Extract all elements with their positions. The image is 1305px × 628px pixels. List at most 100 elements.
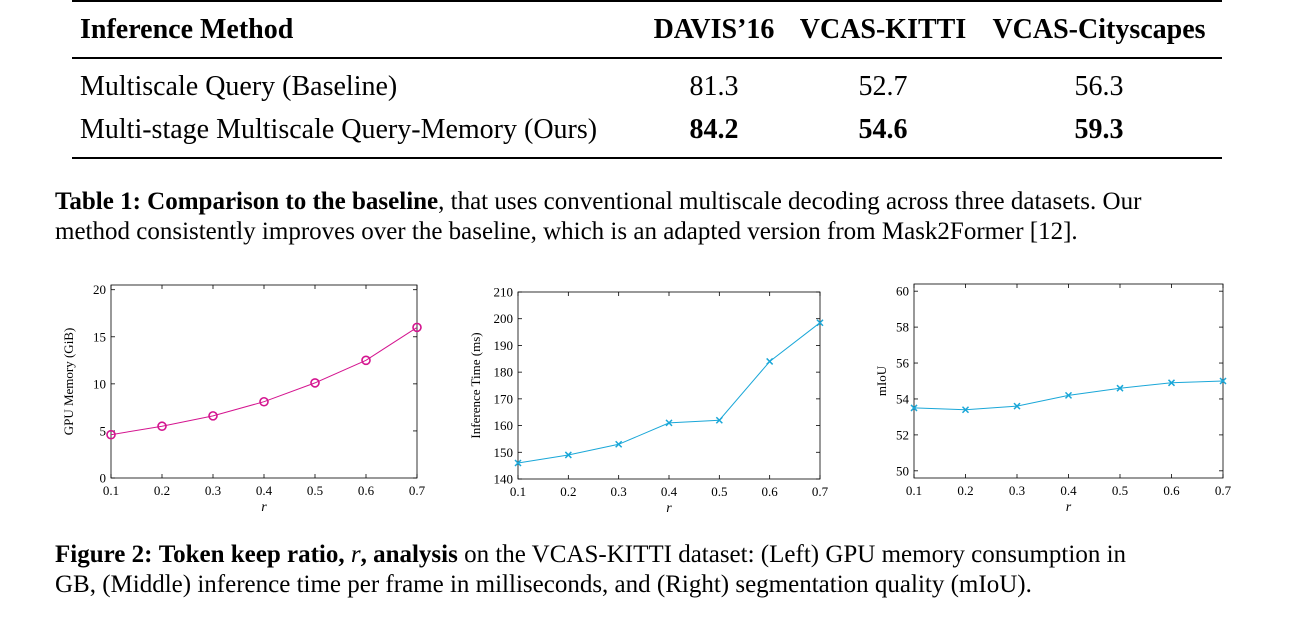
header-inference-method: Inference Method [80, 14, 294, 45]
table-bottom-rule [72, 157, 1222, 159]
x-tick-label: 0.1 [906, 483, 922, 498]
x-tick-label: 0.6 [358, 483, 375, 498]
y-tick-label: 140 [494, 472, 514, 487]
x-tick-label: 0.6 [762, 484, 779, 499]
y-tick-label: 190 [494, 338, 514, 353]
data-point [1064, 391, 1073, 399]
data-point [106, 429, 116, 440]
figure-caption-variable: r [350, 541, 361, 568]
table-caption-text-1: , that uses conventional multiscale deco… [438, 188, 1142, 215]
data-point [1167, 379, 1176, 387]
header-vcas-kitti: VCAS-KITTI [799, 14, 967, 45]
gpu-memory-chart: 0.1 0.2 0.3 0.4 0.5 0.6 0.7 0 5 10 15 20 r GPU Memory… [61, 282, 426, 515]
row-baseline-method: Multiscale Query (Baseline) [80, 71, 398, 102]
x-tick-label: 0.5 [307, 483, 323, 498]
y-tick-label: 10 [93, 376, 106, 391]
y-tick-label: 200 [494, 311, 514, 326]
data-point [564, 451, 572, 459]
series-line [110, 326, 418, 436]
plot-frame [517, 291, 821, 480]
x-axis-label: r [261, 500, 267, 515]
table-caption-line-2: method consistently improves over the ba… [55, 218, 1078, 245]
y-tick-label: 150 [494, 445, 514, 460]
inference-time-chart: 0.1 0.2 0.3 0.4 0.5 0.6 0.7 140 150 160 170 180 190 2… [468, 285, 829, 517]
table-top-rule [72, 0, 1222, 2]
data-point [361, 355, 371, 366]
x-tick-label: 0.5 [711, 484, 727, 499]
figure-caption-line-1: Figure 2: Token keep ratio, r, analysis … [55, 540, 1250, 570]
miou-chart: 0.1 0.2 0.3 0.4 0.5 0.6 0.7 50 52 54 56 58 60 r mIoU [874, 283, 1232, 515]
y-tick-label: 170 [494, 391, 514, 406]
figure-caption-text-1: on the VCAS-KITTI dataset: (Left) GPU me… [457, 541, 1127, 568]
data-point [259, 396, 269, 407]
y-tick-label: 5 [100, 423, 107, 438]
y-tick-label: 0 [100, 471, 107, 486]
data-point [910, 404, 918, 412]
row-ours-method: Multi-stage Multiscale Query-Memory (Our… [80, 114, 598, 145]
y-tick-label: 160 [494, 418, 514, 433]
data-point [766, 357, 774, 365]
x-tick-label: 0.3 [611, 484, 627, 499]
x-tick-label: 0.4 [661, 484, 678, 499]
table-caption-lead: Comparison to the baseline [147, 188, 439, 215]
data-point [715, 416, 723, 424]
data-point [412, 322, 422, 333]
y-tick-label: 180 [494, 365, 514, 380]
y-tick-label: 54 [896, 391, 910, 406]
row-baseline-vcas-cityscapes: 56.3 [1074, 71, 1124, 102]
y-tick-label: 56 [896, 356, 910, 371]
data-point [1013, 402, 1021, 410]
x-tick-label: 0.5 [1112, 483, 1128, 498]
table-caption-line-1: Table 1: Comparison to the baseline, tha… [55, 187, 1250, 217]
y-tick-label: 60 [896, 284, 909, 299]
plot-frame [110, 284, 418, 479]
series-line [517, 322, 821, 464]
y-tick-label: 210 [494, 285, 514, 300]
y-tick-label: 52 [896, 427, 909, 442]
data-point [310, 378, 320, 388]
data-point [816, 319, 824, 327]
x-tick-label: 0.7 [409, 483, 426, 498]
data-point [157, 421, 167, 432]
data-point [208, 411, 218, 421]
data-point [1116, 384, 1124, 392]
x-tick-label: 0.2 [957, 483, 973, 498]
figure-caption: Figure 2: Token keep ratio, r, analysis … [55, 540, 1250, 600]
table-caption-label: Table 1: [55, 188, 141, 215]
x-tick-label: 0.4 [256, 483, 273, 498]
data-point [665, 419, 673, 427]
data-point [961, 406, 970, 414]
table-mid-rule [72, 57, 1222, 59]
y-axis-label: GPU Memory (GiB) [61, 328, 76, 436]
x-tick-label: 0.7 [1215, 483, 1232, 498]
figure-caption-lead-a: Token keep ratio, [158, 541, 345, 568]
x-tick-label: 0.3 [1009, 483, 1025, 498]
y-tick-label: 15 [93, 329, 106, 344]
header-vcas-cityscapes: VCAS-Cityscapes [992, 14, 1206, 45]
row-baseline-vcas-kitti: 52.7 [858, 71, 908, 102]
y-axis-label: mIoU [874, 365, 889, 396]
data-point [1219, 377, 1227, 385]
row-ours-vcas-cityscapes: 59.3 [1074, 114, 1124, 145]
header-davis16: DAVIS’16 [653, 14, 775, 45]
data-point [615, 440, 623, 448]
y-tick-label: 20 [93, 282, 106, 297]
table-caption: Table 1: Comparison to the baseline, tha… [55, 187, 1250, 247]
figure-caption-label: Figure 2: [55, 541, 153, 568]
data-point [514, 459, 522, 467]
x-tick-label: 0.2 [154, 483, 170, 498]
figure-caption-line-2: GB, (Middle) inference time per frame in… [55, 571, 1032, 598]
y-axis-label: Inference Time (ms) [468, 332, 483, 438]
y-tick-label: 50 [896, 463, 909, 478]
x-tick-label: 0.1 [510, 484, 526, 499]
x-axis-label: r [666, 501, 672, 516]
x-tick-label: 0.4 [1060, 483, 1077, 498]
row-ours-davis16: 84.2 [689, 114, 739, 145]
plot-frame [913, 283, 1224, 479]
figure-caption-lead-b: , analysis [360, 541, 458, 568]
x-axis-label: r [1066, 500, 1072, 515]
x-tick-label: 0.7 [812, 484, 829, 499]
y-tick-label: 58 [896, 320, 909, 335]
x-tick-label: 0.3 [205, 483, 221, 498]
x-tick-label: 0.2 [560, 484, 576, 499]
